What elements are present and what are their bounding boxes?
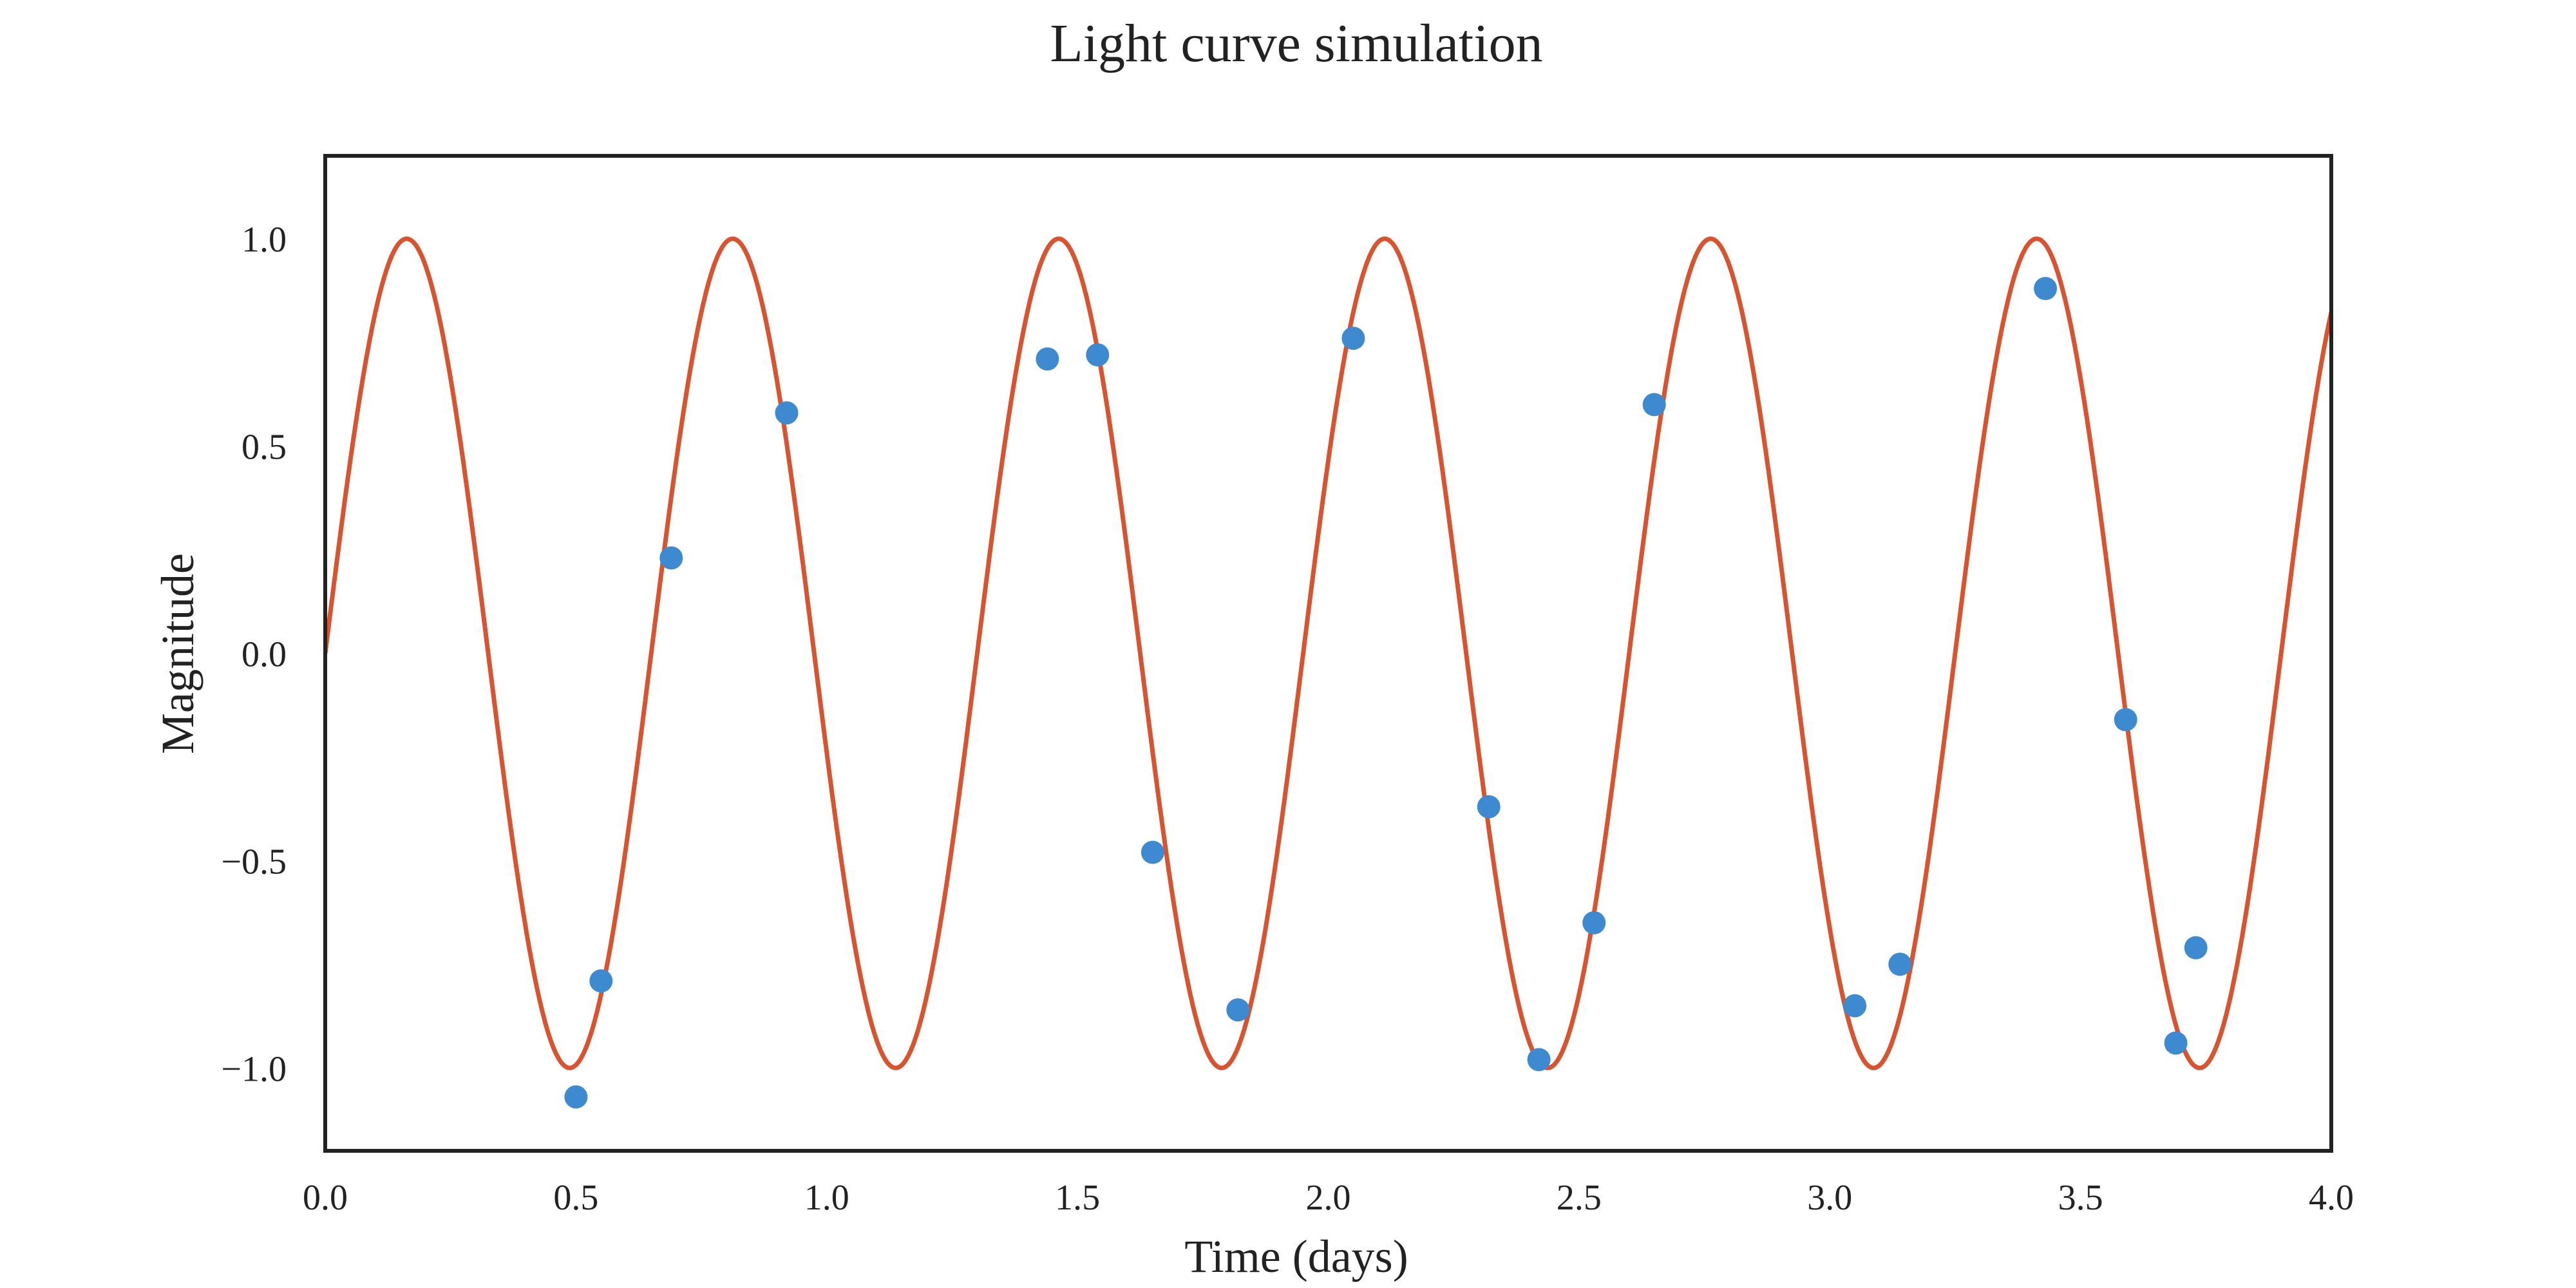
y-tick-label: 0.5: [242, 428, 287, 468]
observation-point: [2184, 936, 2208, 960]
x-tick-label: 4.0: [2309, 1178, 2354, 1218]
observation-point: [589, 969, 613, 993]
x-tick-label: 3.5: [2058, 1178, 2103, 1218]
observation-point: [1141, 840, 1164, 864]
observation-point: [775, 401, 799, 425]
observation-point: [1477, 795, 1501, 819]
observation-point: [1226, 998, 1250, 1022]
x-axis-label: Time (days): [1184, 1231, 1408, 1282]
observation-point: [1086, 343, 1110, 366]
model-curve-line: [325, 236, 2331, 1070]
observation-point: [2114, 708, 2137, 732]
x-tick-label: 1.0: [804, 1178, 849, 1218]
x-tick-label: 0.0: [303, 1178, 348, 1218]
observation-point: [1582, 911, 1606, 934]
observation-point: [2164, 1031, 2188, 1055]
y-tick-label: −0.5: [221, 842, 287, 882]
x-tick-label: 2.5: [1557, 1178, 1602, 1218]
x-tick-label: 0.5: [553, 1178, 598, 1218]
observation-point: [1036, 347, 1059, 371]
chart-title: Light curve simulation: [1050, 14, 1542, 73]
observation-point: [1642, 393, 1666, 417]
observation-point: [564, 1085, 588, 1109]
observation-point: [1888, 952, 1912, 976]
observation-point: [2034, 277, 2058, 300]
y-axis-label: Magnitude: [152, 553, 204, 754]
plot-frame: [323, 154, 2333, 1153]
x-tick-label: 3.0: [1807, 1178, 1852, 1218]
axis-ticks: 0.0 0.5 1.0 1.5 2.0 2.5 3.0 3.5 4.0 −1.0 −0.5 0.0 0.…: [221, 220, 2354, 1218]
x-tick-label: 2.0: [1306, 1178, 1351, 1218]
observation-point: [659, 546, 683, 570]
observation-point: [1341, 327, 1365, 350]
x-tick-label: 1.5: [1055, 1178, 1100, 1218]
y-tick-label: 1.0: [242, 220, 287, 260]
observation-point: [1843, 994, 1867, 1018]
y-tick-label: −1.0: [221, 1049, 287, 1089]
plot-area: [325, 236, 2331, 1109]
y-tick-label: 0.0: [242, 635, 287, 675]
observation-point: [1527, 1048, 1551, 1072]
